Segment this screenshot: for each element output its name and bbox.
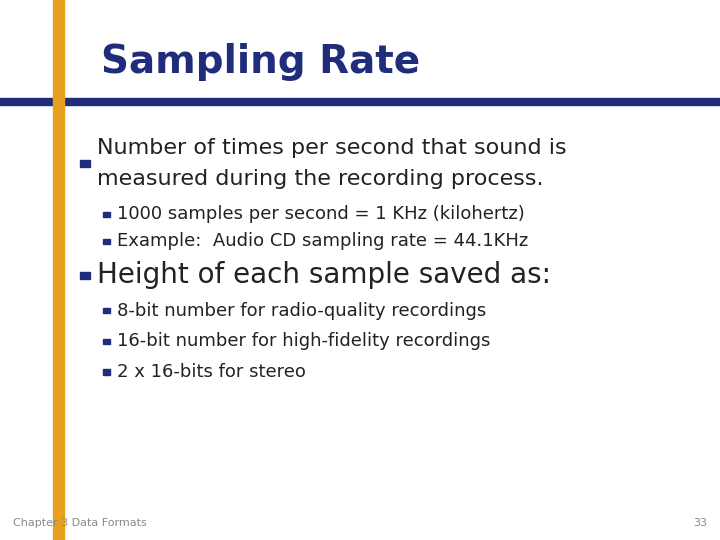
Bar (103, 339, 110, 344)
Bar (103, 212, 110, 217)
Text: Example:  Audio CD sampling rate = 44.1KHz: Example: Audio CD sampling rate = 44.1KH… (117, 232, 528, 251)
Text: 33: 33 (693, 518, 707, 528)
Bar (0, 98, 720, 105)
Text: Height of each sample saved as:: Height of each sample saved as: (97, 261, 552, 289)
Bar (80, 272, 90, 279)
Text: 16-bit number for high-fidelity recordings: 16-bit number for high-fidelity recordin… (117, 332, 490, 350)
Bar (103, 369, 110, 375)
Bar (80, 160, 89, 167)
Text: 2 x 16-bits for stereo: 2 x 16-bits for stereo (117, 363, 305, 381)
Text: Number of times per second that sound is: Number of times per second that sound is (97, 138, 567, 159)
Text: Chapter 3 Data Formats: Chapter 3 Data Formats (13, 518, 147, 528)
Text: 1000 samples per second = 1 KHz (kilohertz): 1000 samples per second = 1 KHz (kiloher… (117, 205, 524, 224)
Bar (103, 308, 110, 313)
Text: measured during the recording process.: measured during the recording process. (97, 169, 544, 190)
Bar (103, 239, 110, 244)
Text: Sampling Rate: Sampling Rate (101, 43, 420, 81)
Text: 8-bit number for radio-quality recordings: 8-bit number for radio-quality recording… (117, 301, 486, 320)
Bar (53, 0, 64, 540)
